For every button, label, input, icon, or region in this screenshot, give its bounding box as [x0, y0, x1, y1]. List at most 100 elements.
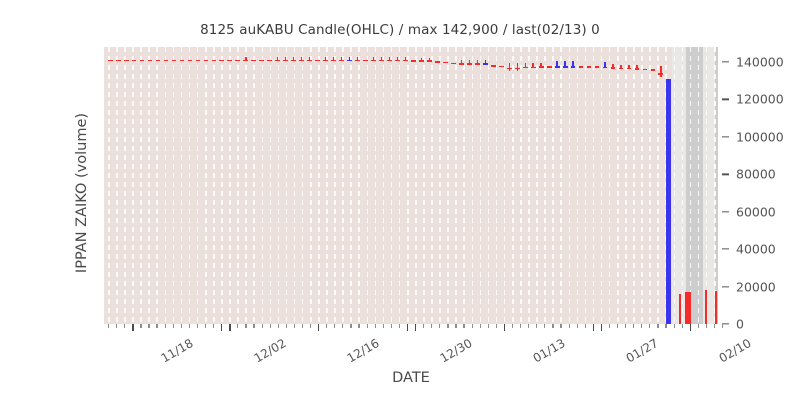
candle-body [602, 66, 608, 69]
gridline-vertical [293, 47, 296, 324]
candle-wick [396, 57, 399, 61]
candle-wick [404, 57, 407, 61]
candle-body [219, 59, 225, 62]
x-tick-label: 12/16 [344, 336, 382, 366]
x-tick-mark [447, 324, 449, 328]
x-tick-mark [625, 324, 627, 328]
candle-body [578, 66, 584, 68]
candle-body [626, 67, 632, 70]
gridline-vertical [495, 47, 498, 324]
x-axis [104, 324, 724, 331]
candle-body [203, 59, 209, 62]
gridline-vertical [657, 47, 659, 324]
gridline-vertical [398, 47, 401, 324]
candle-body [139, 59, 145, 62]
x-tick-mark [342, 324, 344, 328]
candle-body [458, 63, 464, 65]
gridline-vertical [511, 47, 514, 324]
candle-body [482, 63, 488, 65]
candle-body [355, 59, 360, 62]
x-tick-mark [463, 324, 465, 328]
candle-wick [245, 56, 247, 60]
gridline-vertical [520, 47, 522, 324]
x-tick-mark [406, 324, 409, 331]
x-tick-mark [213, 324, 215, 328]
gridline-vertical [350, 47, 352, 324]
candle-body [275, 59, 281, 62]
candle-body [363, 59, 368, 62]
gridline-vertical [673, 47, 676, 324]
candle-body [147, 59, 153, 62]
candle-body [331, 59, 337, 62]
x-tick-mark [713, 324, 716, 328]
background-band [714, 47, 718, 324]
gridline-vertical [390, 47, 393, 324]
gridline-vertical [382, 47, 385, 324]
candle-wick [356, 57, 359, 60]
gridline-vertical [342, 47, 344, 324]
volume-bar [705, 290, 708, 324]
candle-body [171, 59, 177, 62]
candle-body [283, 59, 289, 62]
x-tick-mark [568, 324, 570, 328]
plot-area [104, 47, 718, 324]
gridline-vertical [552, 47, 554, 324]
x-tick-mark [415, 324, 417, 331]
gridline-vertical [641, 47, 643, 324]
candle-body [522, 66, 528, 69]
gridline-vertical [697, 47, 700, 324]
candle-body [538, 66, 544, 69]
candle-body [179, 59, 185, 62]
background-band [702, 47, 715, 324]
x-tick-mark [657, 324, 659, 328]
candle-wick [324, 57, 327, 60]
x-tick-mark [592, 324, 595, 331]
gridline-vertical [423, 47, 425, 324]
y-tick-mark [722, 248, 729, 250]
candle-body [530, 66, 536, 69]
x-tick-mark [673, 324, 675, 328]
x-tick-label: 12/02 [251, 336, 289, 366]
gridline-vertical [261, 47, 264, 324]
gridline-vertical [318, 47, 320, 324]
candle-body [594, 66, 600, 69]
gridline-vertical [431, 47, 433, 324]
candle-wick [564, 61, 566, 68]
x-tick-mark [528, 324, 530, 328]
x-tick-mark [221, 324, 223, 331]
gridline-vertical [326, 47, 328, 324]
x-tick-mark [148, 324, 150, 328]
gridline-vertical [705, 47, 708, 324]
gridline-vertical [576, 47, 579, 324]
gridline-vertical [269, 47, 272, 324]
gridline-vertical [406, 47, 409, 324]
x-tick-mark [649, 324, 651, 328]
gridline-vertical [188, 47, 191, 324]
x-tick-mark [326, 324, 328, 328]
x-tick-mark [431, 324, 433, 328]
candle-wick [277, 57, 279, 60]
y-tick-mark [722, 173, 729, 175]
gridline-vertical [528, 47, 530, 324]
candle-body [267, 59, 273, 62]
x-tick-mark [140, 324, 142, 328]
candle-wick [604, 61, 606, 68]
y-tick-label: 120000 [736, 91, 784, 107]
candle-body [514, 67, 520, 70]
gridline-vertical [196, 47, 199, 324]
gridline-vertical [471, 47, 474, 324]
candle-wick [532, 62, 534, 68]
x-tick-mark [382, 324, 384, 328]
x-tick-mark [245, 324, 247, 328]
gridline-vertical [439, 47, 441, 324]
x-tick-label: 02/10 [716, 336, 754, 366]
volume-bar [714, 291, 717, 324]
candle-wick [620, 64, 622, 69]
y-tick-mark [722, 136, 729, 138]
x-tick-mark [366, 324, 368, 328]
gridline-vertical [358, 47, 361, 324]
candle-body [586, 66, 592, 69]
gridline-vertical [156, 47, 159, 324]
x-tick-mark [423, 324, 425, 328]
candle-body [163, 59, 169, 62]
